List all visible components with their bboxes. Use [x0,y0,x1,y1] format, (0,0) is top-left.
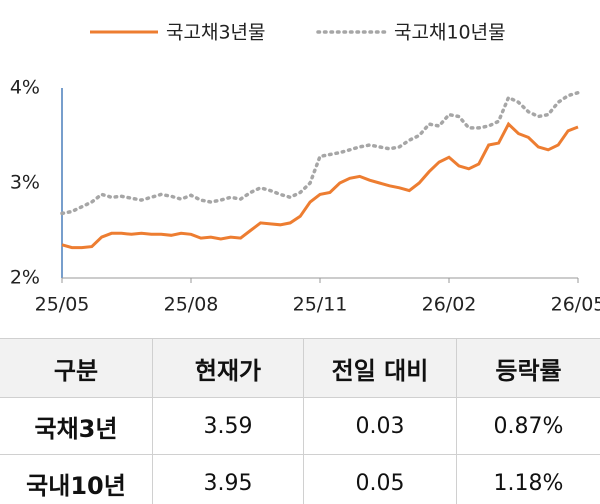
cell: 0.05 [303,454,457,504]
row-label: 국내10년 [0,454,153,504]
legend-label: 국고채3년물 [166,22,266,44]
x-tick-label: 26/05 [551,294,600,316]
cell: 3.59 [152,397,304,455]
chart: 국고채3년물 국고채10년물 2% 3% 4% 25/05 25/08 25/11 26/02 2… [10,22,600,316]
cell: 0.03 [303,397,457,455]
table-row: 국내10년 3.95 0.05 1.18% [0,454,600,504]
price-table: 구분 현재가 전일 대비 등락률 국채3년 3.59 0.03 0.87% 국내… [0,338,600,504]
y-tick-label: 2% [10,267,40,289]
header-cell: 현재가 [152,338,304,398]
cell: 1.18% [456,454,600,504]
x-tick-label: 25/11 [293,294,348,316]
y-tick-label: 4% [10,77,40,99]
x-tick-label: 26/02 [422,294,477,316]
y-tick-label: 3% [10,172,40,194]
header-cell: 등락률 [456,338,600,398]
cell: 3.95 [152,454,304,504]
header-cell: 전일 대비 [303,338,457,398]
cell: 0.87% [456,397,600,455]
table-header: 구분 현재가 전일 대비 등락률 [0,338,600,398]
table-row: 국채3년 3.59 0.03 0.87% [0,397,600,455]
series-line [60,90,580,216]
header-cell: 구분 [0,338,153,398]
series-line [61,121,579,250]
legend-label: 국고채10년물 [394,22,506,44]
x-tick-label: 25/05 [35,294,90,316]
x-tick-label: 25/08 [164,294,219,316]
row-label: 국채3년 [0,397,153,455]
